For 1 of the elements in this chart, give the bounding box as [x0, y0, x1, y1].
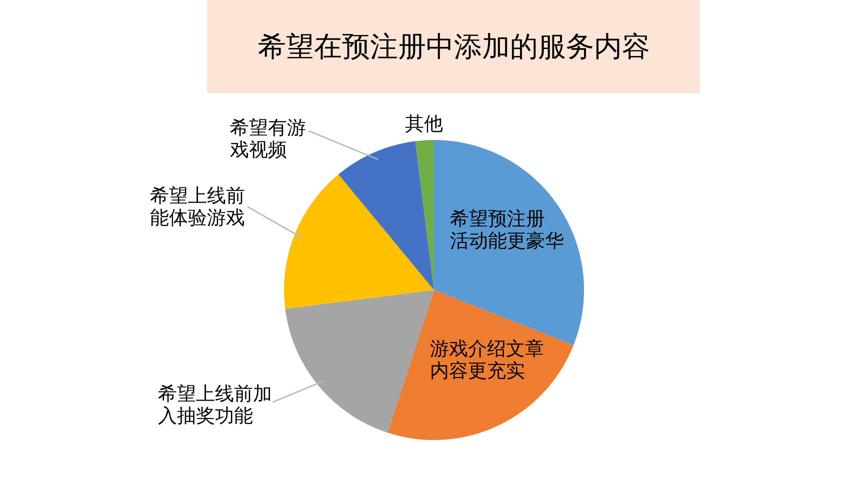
title: 希望在预注册中添加的服务内容: [258, 30, 650, 63]
